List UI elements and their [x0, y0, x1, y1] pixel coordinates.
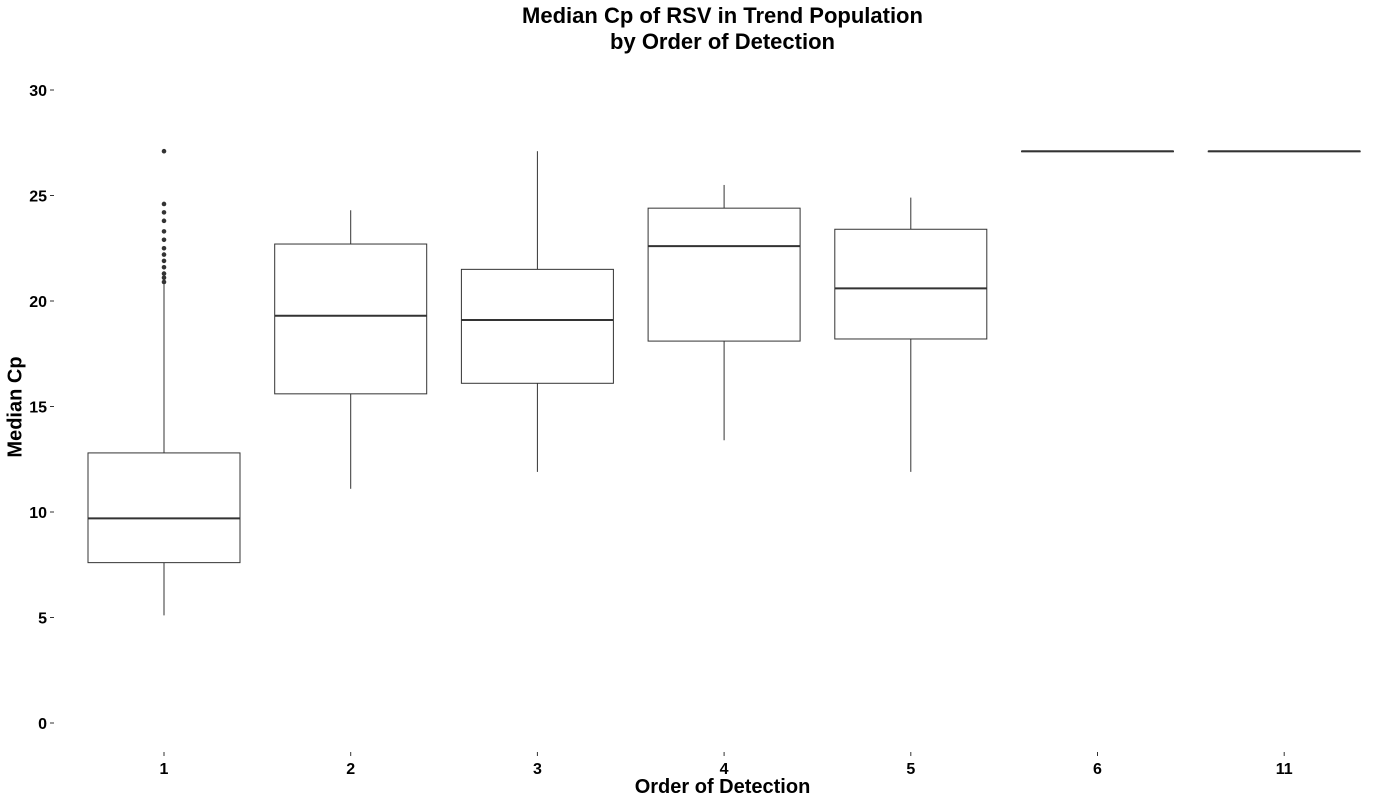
y-tick-label: 25	[29, 189, 47, 206]
iqr-box	[647, 207, 801, 342]
outlier-point	[161, 148, 167, 154]
y-axis-label: Median Cp	[4, 356, 27, 458]
outlier-point	[161, 237, 167, 243]
outlier-point	[161, 279, 167, 285]
x-axis-label: Order of Detection	[634, 776, 811, 798]
chart-title: Median Cp of RSV in Trend Population by …	[0, 3, 1400, 55]
outlier-point	[161, 271, 167, 276]
outlier-point	[161, 218, 167, 224]
chart-title-line-1: Median Cp of RSV in Trend Population	[522, 3, 923, 28]
outlier-point	[161, 275, 167, 281]
iqr-box	[274, 243, 428, 395]
chart-title-line-2: by Order of Detection	[610, 29, 835, 54]
outlier-point	[161, 210, 167, 215]
y-tick-label: 10	[29, 505, 47, 522]
y-tick-label: 15	[29, 400, 47, 417]
outlier-point	[161, 229, 167, 234]
x-tick-label: 6	[1093, 761, 1102, 778]
y-tick-label: 0	[38, 716, 47, 733]
outlier-point	[161, 264, 167, 270]
iqr-box	[460, 268, 614, 384]
y-tick-label: 30	[29, 83, 47, 100]
outlier-point	[161, 252, 167, 257]
outlier-point	[161, 201, 167, 207]
outlier-point	[161, 245, 167, 251]
x-tick-label: 11	[1276, 761, 1293, 778]
x-tick-label: 2	[346, 761, 355, 778]
x-tick-label: 5	[906, 761, 915, 778]
x-tick-label: 4	[720, 761, 729, 778]
iqr-box	[834, 228, 988, 340]
y-tick-label: 20	[29, 294, 47, 311]
iqr-box	[87, 452, 241, 564]
x-tick-label: 3	[533, 761, 542, 778]
outlier-point	[161, 258, 167, 264]
y-tick-label: 5	[38, 611, 47, 628]
x-tick-label: 1	[160, 761, 169, 778]
